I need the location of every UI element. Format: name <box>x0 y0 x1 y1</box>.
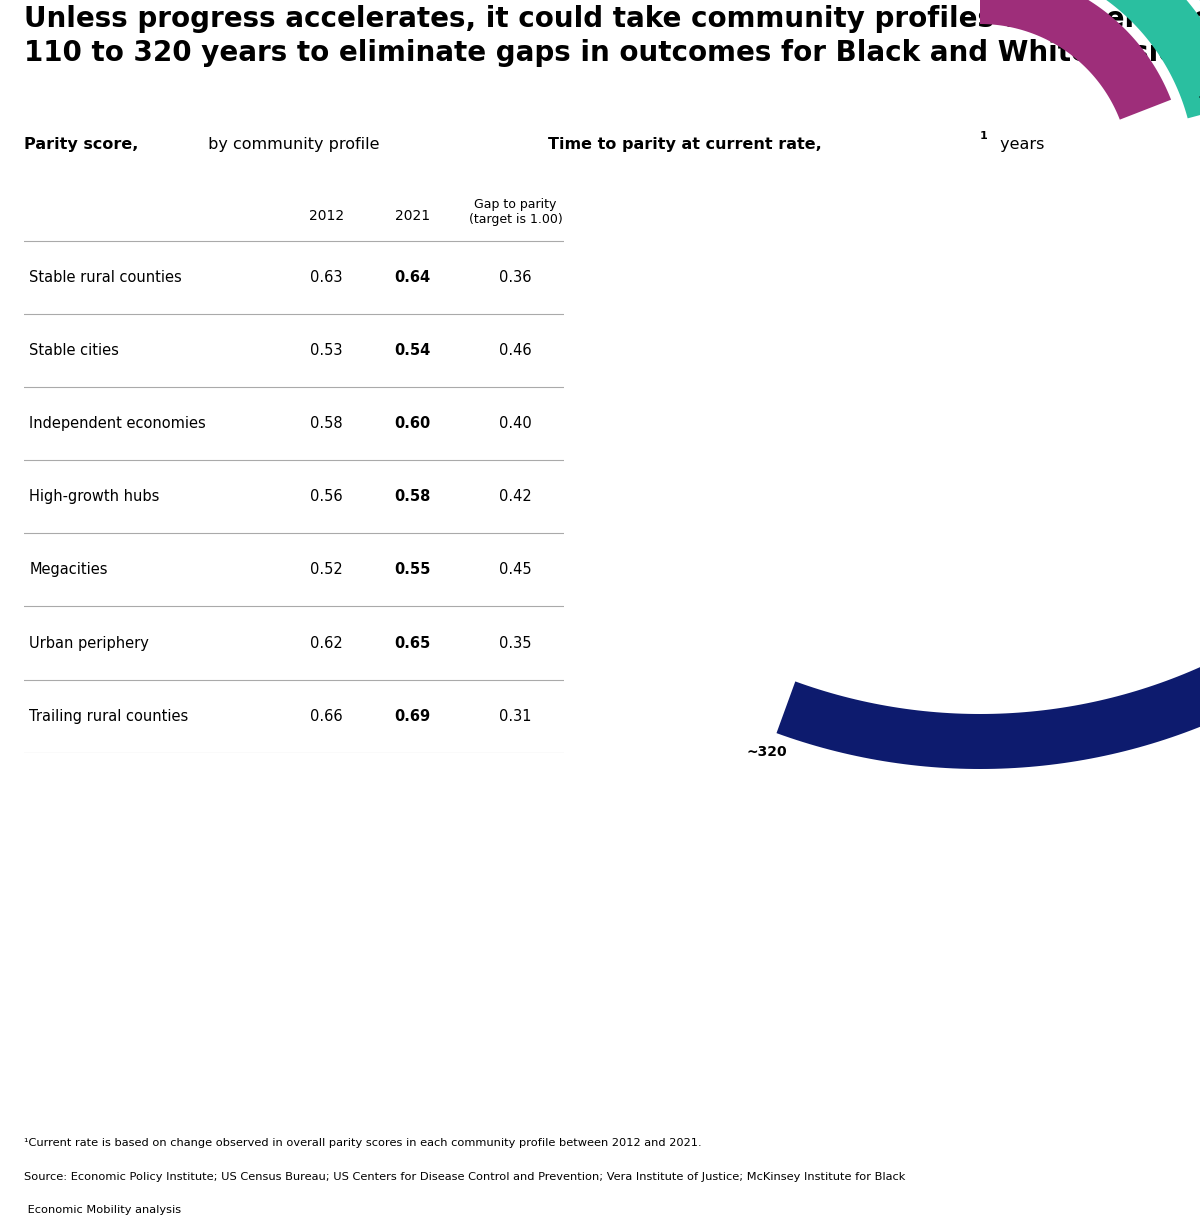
Text: 0.36: 0.36 <box>499 269 532 285</box>
Text: 2021: 2021 <box>395 209 431 223</box>
Text: Independent economies: Independent economies <box>29 416 206 431</box>
Text: 0.58: 0.58 <box>310 416 343 431</box>
Text: 0.45: 0.45 <box>499 562 532 578</box>
Text: 0.46: 0.46 <box>499 343 532 357</box>
Text: Economic Mobility analysis: Economic Mobility analysis <box>24 1206 181 1215</box>
Text: 0.42: 0.42 <box>499 490 532 504</box>
Text: 0.31: 0.31 <box>499 709 532 723</box>
Polygon shape <box>776 0 1200 769</box>
Text: High-growth hubs: High-growth hubs <box>29 490 160 504</box>
Text: Megacities: Megacities <box>29 562 108 578</box>
Text: 0.54: 0.54 <box>395 343 431 357</box>
Polygon shape <box>980 0 1200 119</box>
Text: 0.65: 0.65 <box>395 635 431 650</box>
Text: Parity score,: Parity score, <box>24 137 138 152</box>
Text: 0.64: 0.64 <box>395 269 431 285</box>
Text: by community profile: by community profile <box>203 137 379 152</box>
Text: 0.55: 0.55 <box>395 562 431 578</box>
Text: ~110: ~110 <box>1198 89 1200 104</box>
Text: 0.58: 0.58 <box>395 490 431 504</box>
Text: 0.60: 0.60 <box>395 416 431 431</box>
Text: 0.40: 0.40 <box>499 416 532 431</box>
Text: 0.66: 0.66 <box>310 709 343 723</box>
Text: 0.35: 0.35 <box>499 635 532 650</box>
Text: ~320: ~320 <box>746 745 787 759</box>
Text: Time to parity at current rate,: Time to parity at current rate, <box>548 137 822 152</box>
Text: Gap to parity
(target is 1.00): Gap to parity (target is 1.00) <box>468 197 563 225</box>
Polygon shape <box>980 0 1171 120</box>
Text: 0.63: 0.63 <box>310 269 343 285</box>
Text: 0.52: 0.52 <box>310 562 343 578</box>
Text: Trailing rural counties: Trailing rural counties <box>29 709 188 723</box>
Text: ¹Current rate is based on change observed in overall parity scores in each commu: ¹Current rate is based on change observe… <box>24 1138 702 1148</box>
Polygon shape <box>980 0 1200 233</box>
Text: years: years <box>995 137 1044 152</box>
Text: Unless progress accelerates, it could take community profiles anywhere from
110 : Unless progress accelerates, it could ta… <box>24 5 1200 67</box>
Text: 0.56: 0.56 <box>310 490 343 504</box>
Polygon shape <box>980 0 1200 633</box>
Polygon shape <box>980 0 1200 438</box>
Text: 2012: 2012 <box>308 209 344 223</box>
Text: Stable rural counties: Stable rural counties <box>29 269 182 285</box>
Text: Stable cities: Stable cities <box>29 343 119 357</box>
Text: 0.62: 0.62 <box>310 635 343 650</box>
Text: Urban periphery: Urban periphery <box>29 635 149 650</box>
Text: 0.53: 0.53 <box>310 343 343 357</box>
Polygon shape <box>980 0 1200 517</box>
Text: Source: Economic Policy Institute; US Census Bureau; US Centers for Disease Cont: Source: Economic Policy Institute; US Ce… <box>24 1171 905 1181</box>
Text: 0.69: 0.69 <box>395 709 431 723</box>
Text: 1: 1 <box>980 131 988 141</box>
